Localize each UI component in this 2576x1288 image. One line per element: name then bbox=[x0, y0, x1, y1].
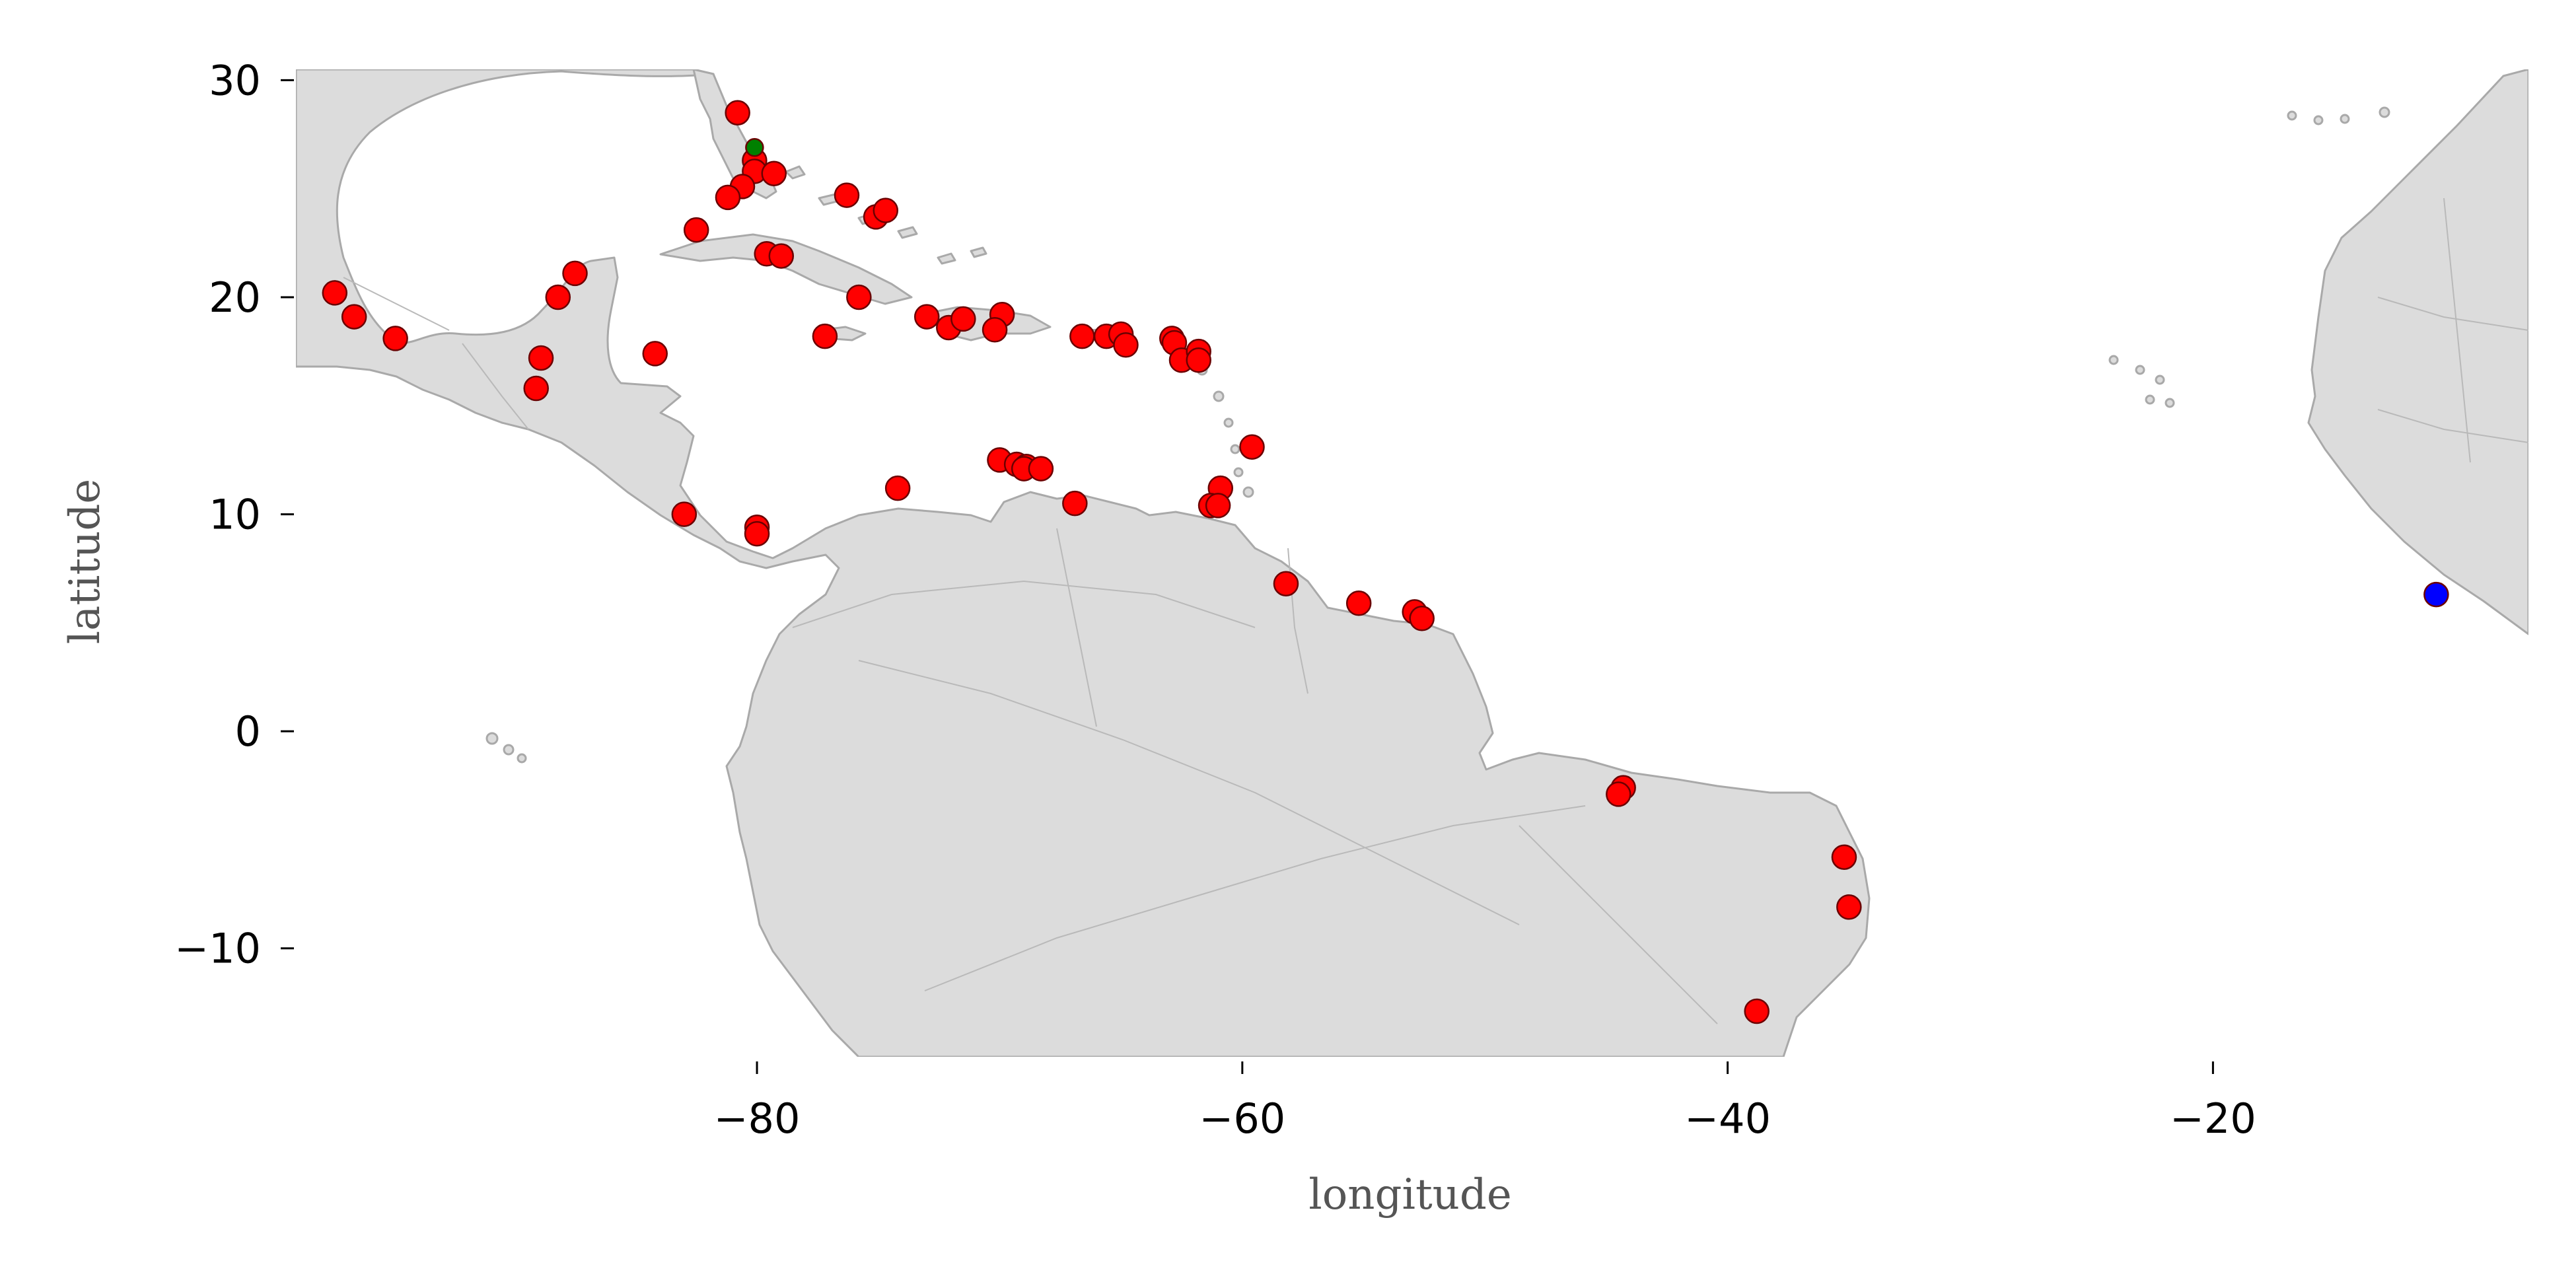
galapagos-islands bbox=[485, 732, 527, 764]
x-tick-label: −20 bbox=[2170, 1094, 2256, 1143]
data-point[interactable] bbox=[523, 375, 549, 402]
data-points bbox=[322, 100, 2449, 1024]
cape-verde-islands bbox=[2108, 355, 2175, 408]
y-axis-label: latitude bbox=[61, 479, 110, 645]
admin-borders bbox=[343, 197, 2528, 1024]
cuba-island bbox=[659, 233, 913, 305]
data-point[interactable] bbox=[1606, 781, 1631, 807]
west-africa-landmass bbox=[2307, 69, 2528, 635]
x-ticks: −80 −60 −40 −20 bbox=[714, 1061, 2256, 1143]
y-tick-label: 30 bbox=[209, 56, 261, 104]
data-point[interactable] bbox=[2423, 581, 2449, 608]
data-point[interactable] bbox=[873, 197, 899, 223]
y-tick-label: 10 bbox=[209, 491, 261, 539]
data-point[interactable] bbox=[528, 345, 554, 371]
data-point[interactable] bbox=[950, 306, 976, 332]
x-axis: −80 −60 −40 −20 longitude bbox=[714, 1061, 2256, 1219]
data-point[interactable] bbox=[1062, 490, 1088, 517]
basemap bbox=[296, 69, 2528, 1057]
data-point[interactable] bbox=[1186, 347, 1211, 373]
data-point[interactable] bbox=[1069, 323, 1095, 349]
data-point[interactable] bbox=[683, 217, 709, 243]
data-point[interactable] bbox=[834, 182, 860, 208]
canary-islands bbox=[2287, 106, 2390, 125]
data-point[interactable] bbox=[884, 475, 911, 501]
y-tick-label: 0 bbox=[235, 707, 261, 756]
data-point[interactable] bbox=[745, 138, 764, 157]
y-axis: 30 20 10 0 −10 latitude bbox=[61, 56, 294, 973]
data-point[interactable] bbox=[382, 326, 408, 351]
data-point[interactable] bbox=[1205, 493, 1231, 519]
y-ticks: 30 20 10 0 −10 bbox=[174, 56, 294, 973]
data-point[interactable] bbox=[725, 100, 750, 125]
mexico-south-america-landmass bbox=[296, 69, 1871, 1057]
data-point[interactable] bbox=[982, 317, 1008, 343]
y-tick-label: 20 bbox=[209, 273, 261, 322]
data-point[interactable] bbox=[545, 284, 571, 310]
x-axis-label: longitude bbox=[1308, 1170, 1511, 1219]
data-point[interactable] bbox=[846, 284, 872, 310]
data-point[interactable] bbox=[341, 304, 367, 330]
data-point[interactable] bbox=[1113, 332, 1139, 358]
data-point[interactable] bbox=[1831, 844, 1857, 870]
data-point[interactable] bbox=[1409, 606, 1435, 631]
data-point[interactable] bbox=[761, 161, 787, 186]
data-point[interactable] bbox=[562, 260, 588, 287]
data-point[interactable] bbox=[1836, 894, 1862, 920]
data-point[interactable] bbox=[642, 341, 668, 367]
data-point[interactable] bbox=[1345, 590, 1372, 616]
data-point[interactable] bbox=[1744, 998, 1770, 1024]
data-point[interactable] bbox=[1273, 571, 1299, 596]
data-point[interactable] bbox=[768, 243, 795, 269]
data-point[interactable] bbox=[913, 304, 940, 330]
x-tick-label: −40 bbox=[1684, 1094, 1771, 1143]
data-point[interactable] bbox=[671, 501, 698, 527]
x-tick-label: −80 bbox=[714, 1094, 801, 1143]
data-point[interactable] bbox=[1028, 456, 1054, 482]
data-point[interactable] bbox=[744, 520, 770, 547]
data-point[interactable] bbox=[1239, 434, 1265, 460]
data-point[interactable] bbox=[715, 184, 741, 211]
x-tick-label: −60 bbox=[1199, 1094, 1285, 1143]
data-point[interactable] bbox=[812, 323, 838, 349]
y-tick-label: −10 bbox=[174, 925, 261, 973]
data-point[interactable] bbox=[322, 280, 348, 306]
